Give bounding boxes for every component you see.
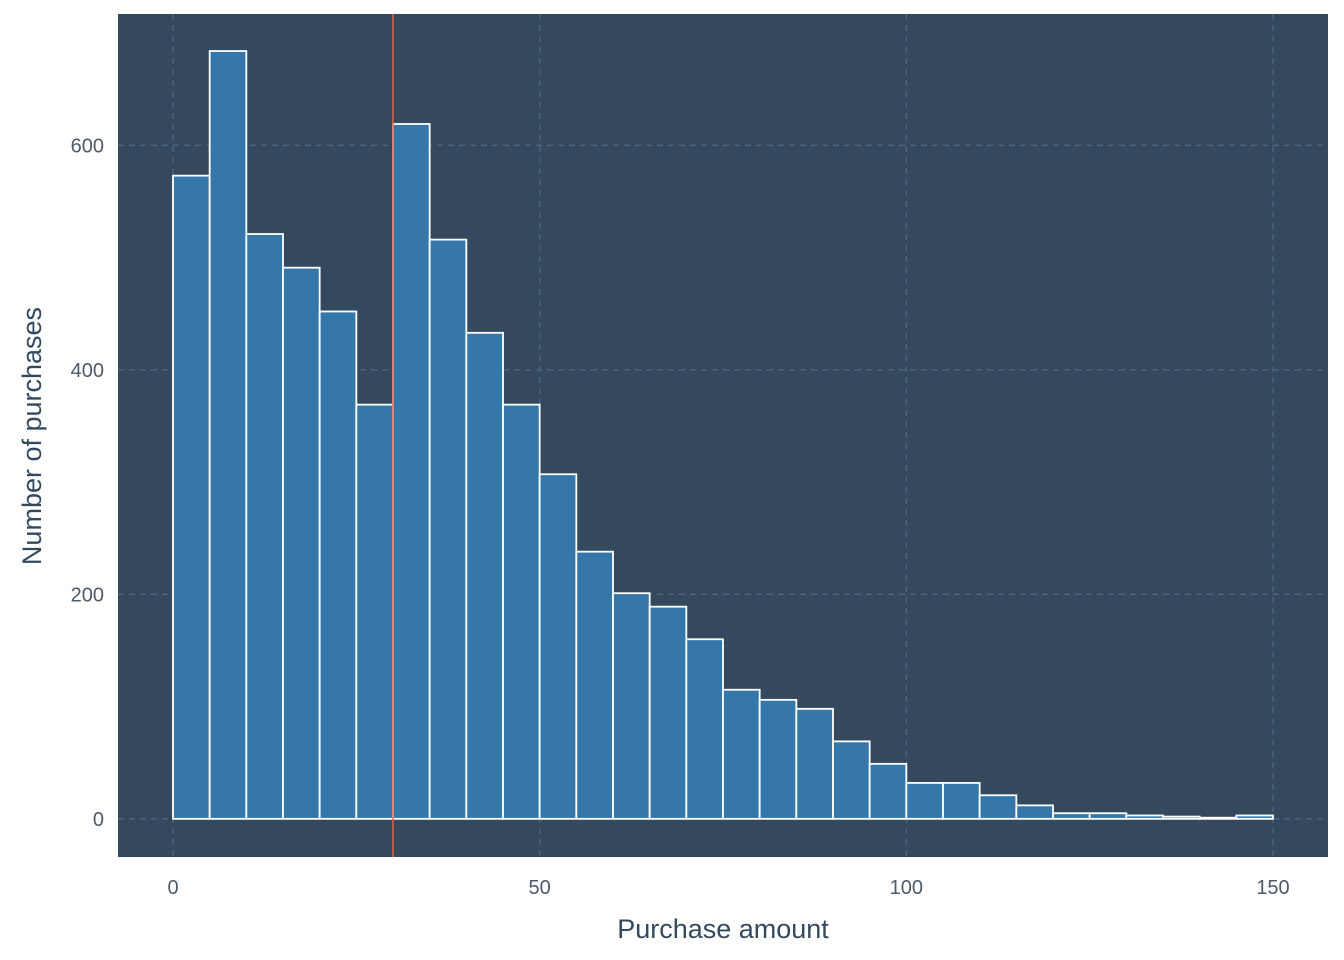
histogram-bar <box>502 403 541 820</box>
x-tick-label: 150 <box>1256 877 1289 899</box>
histogram-bar <box>1088 812 1128 820</box>
histogram-bar <box>868 762 908 820</box>
histogram-bar <box>795 707 834 820</box>
x-axis-ticks: 0 50 100 150 <box>167 877 1289 899</box>
histogram-bar <box>685 638 724 820</box>
histogram-bar <box>648 605 688 820</box>
histogram-bar <box>1125 814 1164 820</box>
histogram-bar <box>1198 816 1238 820</box>
x-tick-label: 50 <box>529 877 551 899</box>
histogram-bar <box>208 50 248 820</box>
histogram-bar <box>942 782 981 820</box>
histogram-bar <box>978 794 1018 820</box>
y-tick-label: 0 <box>93 809 104 831</box>
histogram-bar <box>832 740 871 820</box>
histogram-bar <box>1162 815 1201 820</box>
histogram-bar <box>1015 804 1054 820</box>
histogram-bar <box>905 782 944 820</box>
y-axis-title: Number of purchases <box>17 307 47 565</box>
histogram-bar <box>612 592 651 820</box>
histogram-bar <box>282 266 321 820</box>
x-tick-label: 0 <box>167 877 178 899</box>
histogram-bar <box>465 331 504 820</box>
histogram-bars <box>172 50 1274 820</box>
y-tick-label: 200 <box>71 584 104 606</box>
y-axis-ticks: 0 200 400 600 <box>71 135 104 831</box>
x-tick-label: 100 <box>890 877 923 899</box>
histogram-bar <box>428 238 468 820</box>
histogram-bar <box>392 123 431 820</box>
histogram-bar <box>355 403 394 820</box>
histogram-bar <box>318 310 358 820</box>
x-axis-title: Purchase amount <box>617 914 829 944</box>
histogram-bar <box>538 473 578 820</box>
histogram-bar <box>722 688 761 820</box>
histogram-bar <box>1235 814 1274 820</box>
histogram-bar <box>758 698 798 820</box>
histogram-bar <box>575 550 614 820</box>
histogram-bar <box>172 174 211 820</box>
y-tick-label: 400 <box>71 360 104 382</box>
histogram-bar <box>1052 812 1091 820</box>
y-tick-label: 600 <box>71 135 104 157</box>
histogram-bar <box>245 233 284 820</box>
